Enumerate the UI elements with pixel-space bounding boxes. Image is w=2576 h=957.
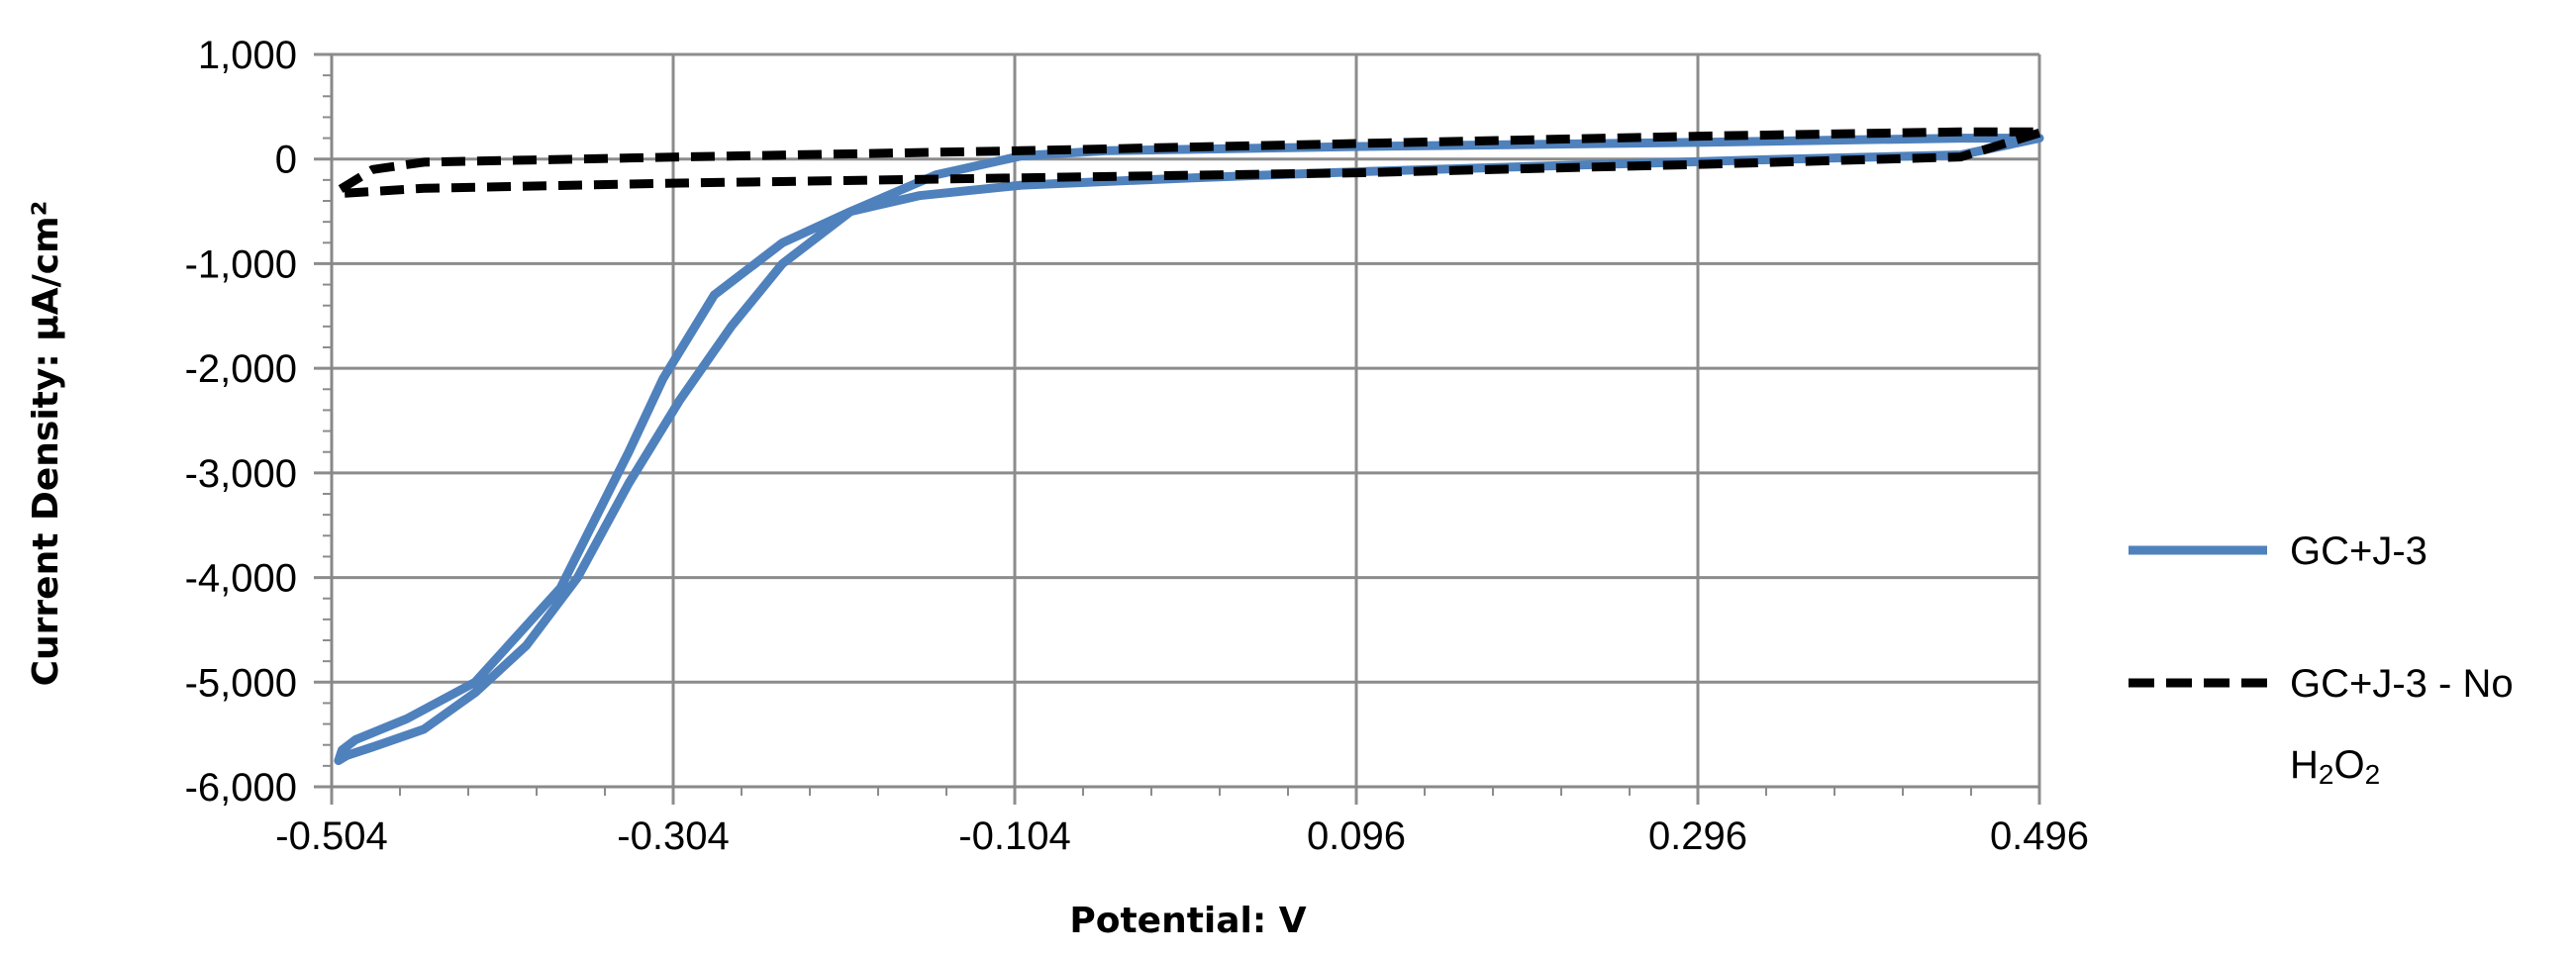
legend-label-gc-j3-no-line1: GC+J-3 - No <box>2290 662 2514 706</box>
legend: GC+J-3 GC+J-3 - No H2O2 <box>2129 529 2514 790</box>
x-tick-label: 0.296 <box>1648 814 1747 858</box>
x-tick-labels: -0.504 -0.304 -0.104 0.096 0.296 0.496 <box>275 814 2089 858</box>
x-tick-label: -0.104 <box>958 814 1070 858</box>
y-tick-label: -2,000 <box>185 347 297 391</box>
x-tick-label: -0.304 <box>617 814 729 858</box>
y-tick-labels: 1,000 0 -1,000 -2,000 -3,000 -4,000 -5,000 -6,0… <box>185 34 297 810</box>
y-tick-label: -6,000 <box>185 766 297 810</box>
y-tick-label: 1,000 <box>198 34 297 77</box>
x-tick-label: 0.096 <box>1307 814 1406 858</box>
grid-vertical <box>330 54 2041 805</box>
x-tick-label: 0.496 <box>1990 814 2089 858</box>
x-axis-title: Potential: V <box>1069 901 1306 941</box>
y-tick-label: -1,000 <box>185 242 297 286</box>
series-line-1 <box>334 127 2041 199</box>
series-layer <box>334 127 2044 766</box>
x-tick-label: -0.504 <box>275 814 387 858</box>
y-tick-label: 0 <box>275 139 297 182</box>
y-tick-label: -4,000 <box>185 557 297 601</box>
y-axis-title: Current Density: µA/cm² <box>26 201 66 687</box>
minor-ticks <box>323 74 1972 796</box>
y-tick-label: -3,000 <box>185 452 297 496</box>
y-tick-label: -5,000 <box>185 661 297 705</box>
legend-label-gc-j3: GC+J-3 <box>2290 529 2427 573</box>
